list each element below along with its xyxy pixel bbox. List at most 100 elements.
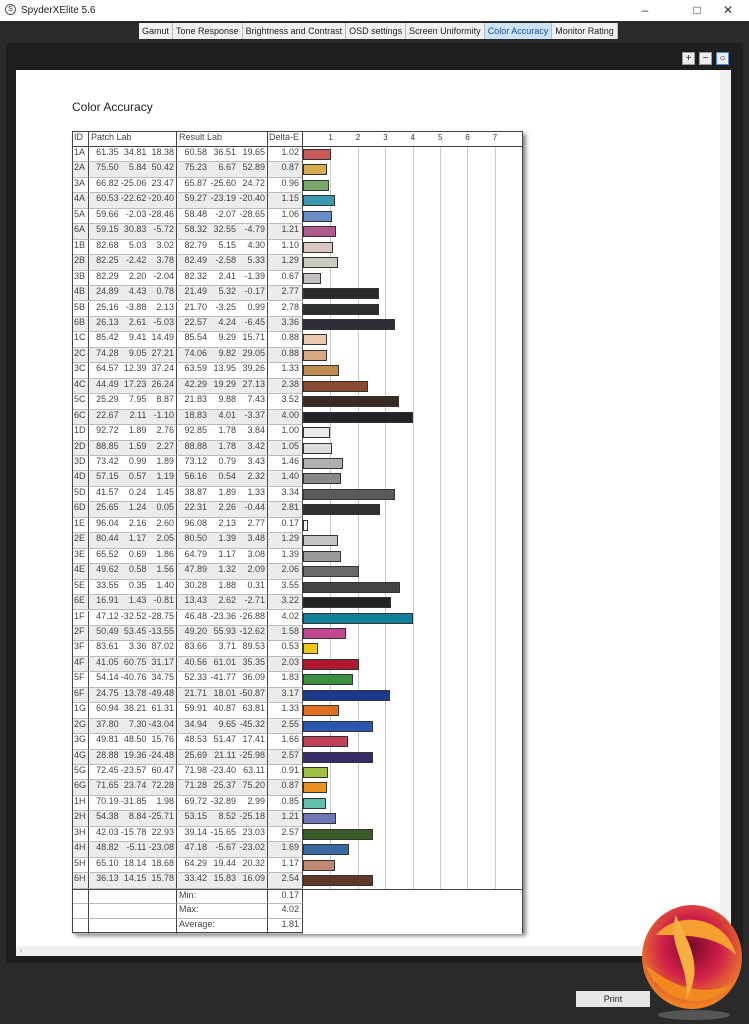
b-value: 4.30 [247,239,265,250]
patch-lab: 54.38 8.84 -25.71 [89,811,177,827]
l-value: 71.98 [184,765,207,775]
b-value: 3.02 [156,239,175,250]
patch-lab: 16.91 1.43 -0.81 [89,595,177,611]
delta-e-bar-cell [303,765,522,780]
delta-e-bar-cell [303,518,522,533]
b-value: 3.78 [156,255,175,266]
b-value: 5.33 [247,255,265,266]
patch-id: 4E [73,564,89,580]
l-value: 46.48 [184,610,207,621]
table-row: 5G 72.45 -23.57 60.47 71.98 -23.40 63.11 0.91 [73,765,522,781]
a-value: 61.01 [213,656,236,667]
b-value: 8.87 [156,394,175,405]
l-value: 92.72 [96,425,119,436]
result-lab: 59.91 40.87 63.81 [177,703,268,719]
delta-e-bar-cell [303,147,522,162]
tab-osd-settings[interactable]: OSD settings [346,23,407,39]
vertical-scrollbar[interactable] [720,70,731,946]
result-lab: 82.32 2.41 -1.39 [177,270,268,287]
a-value: 5.84 [128,162,147,173]
l-value: 25.16 [96,301,119,312]
a-value: 1.78 [218,440,236,451]
b-value: 1.56 [156,564,175,575]
a-value: -32.52 [120,610,147,621]
horizontal-scrollbar[interactable]: ‹ [16,946,720,956]
delta-e-bar [303,396,400,408]
b-value: 2.99 [247,795,265,806]
a-value: -23.57 [120,765,147,775]
b-value: -24.48 [148,749,175,760]
patch-lab: 71.65 23.74 72.28 [89,780,177,796]
delta-e-bar-cell [303,286,522,301]
patch-id: 5H [73,857,89,874]
tab-screen-uniformity[interactable]: Screen Uniformity [406,23,485,39]
tab-color-accuracy[interactable]: Color Accuracy [484,23,553,39]
zoom-out-icon[interactable]: − [699,52,712,65]
a-value: 15.83 [213,873,236,884]
zoom-in-icon[interactable]: + [682,52,695,65]
a-value: 48.50 [123,734,147,745]
summary-blank [89,904,177,919]
minimize-button[interactable]: – [641,3,649,17]
a-value: 4.43 [128,286,147,297]
delta-e-bar [303,349,328,361]
delta-e-bar-cell [303,441,522,456]
result-lab: 82.49 -2.58 5.33 [177,255,268,271]
a-value: 2.26 [218,502,236,513]
b-value: 89.53 [242,641,265,652]
l-value: 49.20 [184,625,207,636]
delta-e-bar-cell [303,456,522,471]
result-lab: 64.29 19.44 20.32 [177,857,268,874]
a-value: 9.65 [218,718,236,729]
l-value: 33.42 [184,873,207,884]
a-value: 55.93 [213,625,236,636]
l-value: 54.14 [96,672,119,683]
a-value: -23.19 [210,193,236,204]
b-value: 2.27 [156,440,175,451]
b-value: 18.38 [151,147,175,157]
table-row: 1D 92.72 1.89 2.76 92.85 1.78 3.84 1.00 [73,425,522,441]
b-value: 7.43 [247,394,265,405]
delta-e-bar [303,550,342,562]
patch-lab: 48.82 -5.11 -23.08 [89,842,177,858]
delta-e-bar-cell [303,162,522,177]
close-button[interactable]: ✕ [722,3,734,17]
l-value: 82.29 [96,270,119,281]
table-row: 6D 25.65 1.24 0.05 22.31 2.26 -0.44 2.81 [73,502,522,518]
l-value: 74.28 [96,347,119,358]
a-value: 25.37 [213,780,236,791]
a-value: 1.59 [128,440,147,451]
gridline [385,147,387,889]
patch-id: 3C [73,363,89,379]
delta-e-bar-cell [303,255,522,270]
a-value: 19.36 [123,749,147,760]
b-value: -28.65 [239,208,265,219]
zoom-fit-icon[interactable]: ○ [716,52,729,65]
print-button[interactable]: Print [576,991,650,1007]
result-lab: 53.15 8.52 -25.18 [177,811,268,827]
b-value: 16.09 [242,873,265,884]
delta-e-value: 1.21 [268,224,303,240]
delta-e-bar-cell [303,796,522,811]
tab-tone-response[interactable]: Tone Response [173,23,243,39]
l-value: 83.66 [184,641,207,652]
a-value: 9.05 [128,347,147,358]
l-value: 58.48 [184,208,207,219]
l-value: 16.91 [96,595,119,606]
l-value: 63.59 [184,363,207,374]
delta-e-bar-cell [303,410,522,425]
maximize-button[interactable]: □ [693,3,701,17]
l-value: 75.50 [96,162,119,173]
delta-e-bar [303,427,331,439]
b-value: 1.86 [156,548,175,559]
tab-monitor-rating[interactable]: Monitor Rating [552,23,618,39]
summary-chart-blank [303,904,522,919]
patch-id: 4F [73,656,89,673]
result-lab: 18.83 4.01 -3.37 [177,409,268,426]
tab-gamut[interactable]: Gamut [139,23,174,39]
table-row: 1G 60.94 38.21 61.31 59.91 40.87 63.81 1.33 [73,703,522,719]
delta-e-value: 0.87 [268,162,303,178]
tab-brightness-and-contrast[interactable]: Brightness and Contrast [242,23,347,39]
patch-lab: 73.42 0.99 1.89 [89,456,177,472]
delta-e-value: 2.54 [268,873,303,889]
